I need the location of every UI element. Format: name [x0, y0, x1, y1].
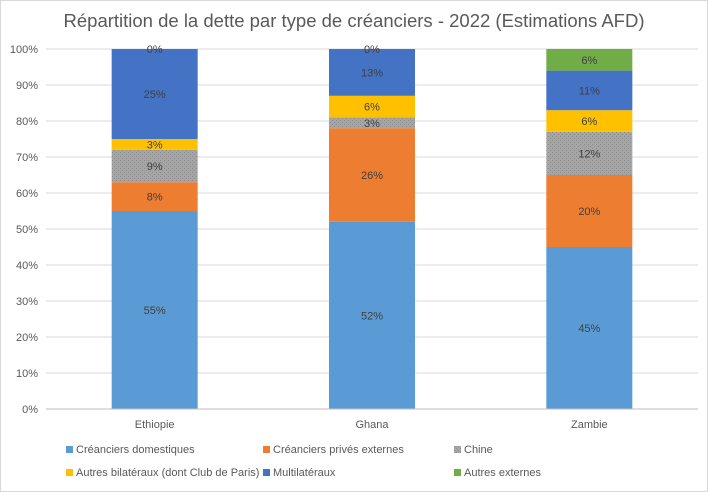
legend-swatch — [454, 469, 461, 476]
y-tick-label: 100% — [10, 44, 38, 56]
data-label: 6% — [581, 116, 597, 128]
data-label: 3% — [364, 118, 380, 130]
chart-title: Répartition de la dette par type de créa… — [63, 10, 645, 31]
data-label: 9% — [147, 161, 163, 173]
y-tick-label: 60% — [16, 188, 38, 200]
data-label: 3% — [147, 139, 163, 151]
data-label: 6% — [364, 102, 380, 114]
data-label: 52% — [361, 310, 383, 322]
legend-swatch — [454, 446, 461, 453]
data-label: 13% — [361, 67, 383, 79]
y-tick-label: 70% — [16, 152, 38, 164]
legend-swatch — [263, 446, 270, 453]
y-tick-label: 30% — [16, 296, 38, 308]
legend-swatch — [66, 469, 73, 476]
y-tick-label: 20% — [16, 332, 38, 344]
bar-segment — [546, 110, 633, 132]
x-tick-label: Ethiopie — [135, 419, 175, 431]
y-tick-label: 90% — [16, 80, 38, 92]
bar-segment — [111, 139, 198, 150]
legend-label: Autres bilatéraux (dont Club de Paris) — [76, 467, 259, 479]
legend-swatch — [66, 446, 73, 453]
bar-segment — [546, 247, 633, 409]
data-label: 0% — [364, 44, 380, 56]
y-tick-label: 0% — [22, 404, 38, 416]
x-tick-label: Ghana — [355, 419, 389, 431]
bar-segment — [546, 131, 633, 175]
bar-segment — [546, 175, 633, 247]
bar-segment — [111, 49, 198, 139]
bar-segment — [329, 95, 415, 118]
y-tick-label: 50% — [16, 224, 38, 236]
data-label: 12% — [578, 148, 600, 160]
data-label: 0% — [147, 44, 163, 56]
data-label: 8% — [147, 192, 163, 204]
legend-label: Autres externes — [464, 467, 542, 479]
bar-segment — [329, 128, 415, 222]
bar-segment — [546, 70, 633, 111]
legend-label: Créanciers privés externes — [273, 444, 404, 456]
bar-segment — [329, 221, 415, 409]
legend-label: Chine — [464, 444, 493, 456]
data-label: 11% — [579, 85, 600, 97]
bar-segment — [111, 182, 198, 211]
y-tick-label: 80% — [16, 116, 38, 128]
bar-segment — [329, 49, 415, 96]
data-label: 25% — [144, 89, 166, 101]
data-label: 26% — [361, 170, 383, 182]
y-tick-label: 10% — [16, 368, 38, 380]
legend-label: Créanciers domestiques — [76, 444, 195, 456]
bar-segment — [111, 149, 198, 183]
legend-label: Multilatéraux — [273, 467, 336, 479]
bar-segment — [329, 117, 415, 129]
legend-swatch — [263, 469, 270, 476]
y-tick-label: 40% — [16, 260, 38, 272]
bar-segment — [546, 49, 633, 71]
data-label: 20% — [578, 206, 600, 218]
data-label: 6% — [581, 55, 597, 67]
data-label: 45% — [578, 323, 600, 335]
bar-segment — [111, 211, 198, 409]
x-tick-label: Zambie — [571, 419, 608, 431]
data-label: 55% — [144, 305, 166, 317]
